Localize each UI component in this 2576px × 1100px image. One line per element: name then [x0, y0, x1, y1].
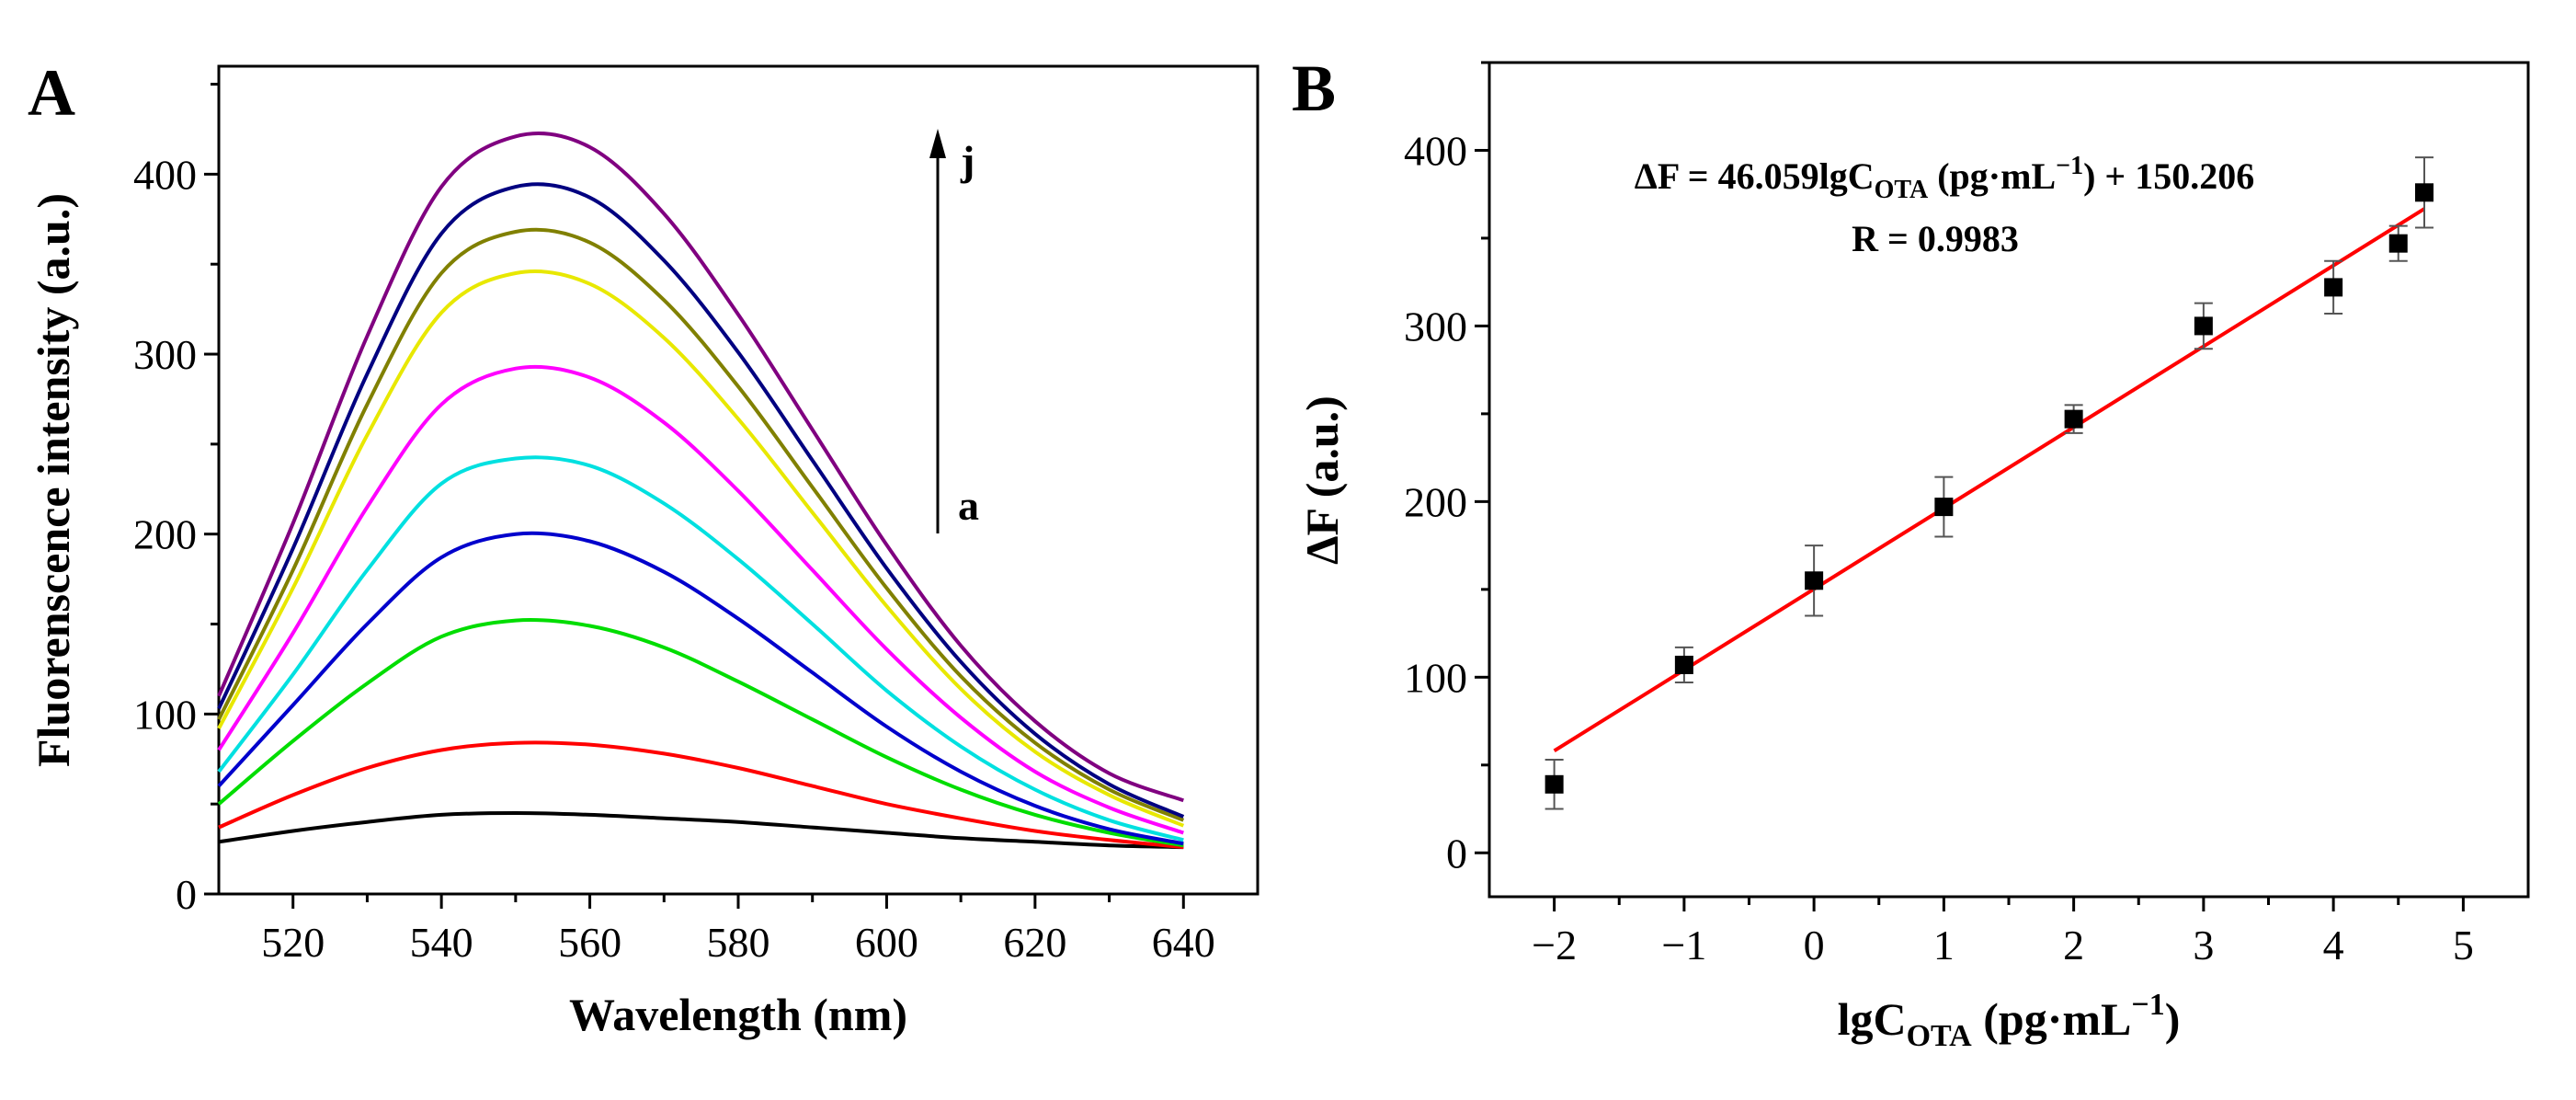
- equation-suffix: ) + 150.206: [2083, 155, 2254, 197]
- spectrum-line-h: [217, 227, 1185, 822]
- x-tick-label: 620: [1003, 919, 1066, 966]
- panel-a-ticks: 520 540 560 580 600 620 640 0 100 200 300 400: [133, 83, 1215, 966]
- x-tick-label: 4: [2323, 922, 2344, 968]
- panel-b-fit: [1553, 207, 2426, 753]
- x-tick-label: 1: [1933, 922, 1955, 968]
- x-title-superscript: −1: [2131, 988, 2164, 1022]
- data-point: [2324, 278, 2343, 297]
- data-point: [1934, 498, 1954, 517]
- data-point: [1674, 655, 1693, 674]
- panel-b-ticks: −2 −1 0 1 2 3 4 5 0 100 200 300 400: [1404, 61, 2474, 968]
- equation-prefix: ΔF = 46.059lgC: [1635, 155, 1875, 197]
- panel-a-x-axis-title: Wavelength (nm): [569, 989, 907, 1040]
- x-title-close: ): [2165, 993, 2181, 1045]
- spectrum-line-c: [217, 618, 1184, 848]
- arrow-label-j: j: [960, 137, 975, 184]
- y-tick-label: 300: [133, 331, 197, 378]
- x-tick-label: 580: [707, 919, 770, 966]
- y-tick-label: 200: [1404, 478, 1467, 525]
- panel-b-x-axis-title: lgCOTA (pg·mL−1): [1838, 988, 2181, 1053]
- equation-superscript: −1: [2056, 152, 2083, 180]
- data-point: [2064, 409, 2083, 429]
- spectrum-line-i: [217, 182, 1185, 819]
- data-point: [2415, 183, 2434, 202]
- panel-a-label: A: [28, 56, 75, 130]
- x-tick-label: 2: [2063, 922, 2084, 968]
- y-tick-label: 100: [1404, 654, 1467, 701]
- x-title-main: lgC: [1838, 993, 1907, 1045]
- linear-fit-line: [1553, 207, 2426, 753]
- x-tick-label: 560: [558, 919, 621, 966]
- spectrum-line-a: [218, 810, 1184, 850]
- panel-a-y-axis-title: Fluorenscence intensity (a.u.): [28, 193, 79, 767]
- x-tick-label: 5: [2453, 922, 2474, 968]
- panel-b: B −2 −1 0 1 2 3 4 5 0 100 200 300 400 ΔF = 46.059lgC…: [1292, 52, 2530, 1053]
- equation-mid: (pg·mL: [1928, 155, 2056, 197]
- x-tick-label: 520: [261, 919, 325, 966]
- panel-a: A 520 540 560 580 600 620 640 0 100 200 300 400 j a…: [28, 56, 1260, 1040]
- data-point: [1805, 571, 1824, 590]
- y-tick-label: 200: [133, 511, 197, 558]
- y-tick-label: 400: [133, 151, 197, 198]
- spectrum-line-d: [217, 531, 1184, 846]
- x-tick-label: 600: [855, 919, 918, 966]
- spectrum-line-j: [217, 132, 1184, 803]
- x-tick-label: 3: [2193, 922, 2214, 968]
- equation-subscript: OTA: [1875, 176, 1929, 204]
- y-tick-label: 100: [133, 691, 197, 738]
- arrow-label-a: a: [958, 482, 979, 529]
- y-tick-label: 0: [176, 871, 197, 918]
- y-tick-label: 0: [1446, 830, 1467, 877]
- x-title-rest: (pg·mL: [1972, 993, 2132, 1045]
- data-point: [1544, 774, 1564, 794]
- panel-b-label: B: [1292, 52, 1336, 125]
- panel-a-series: [217, 132, 1185, 850]
- spectrum-line-b: [218, 740, 1184, 850]
- panel-b-y-axis-title: ΔF (a.u.): [1296, 395, 1348, 565]
- x-tick-label: 540: [410, 919, 473, 966]
- spectrum-line-e: [217, 455, 1184, 842]
- x-tick-label: −1: [1661, 922, 1706, 968]
- data-point: [2194, 316, 2213, 336]
- correlation-coefficient: R = 0.9983: [1852, 218, 2019, 259]
- panel-b-points: [1544, 156, 2434, 810]
- x-tick-label: −2: [1532, 922, 1577, 968]
- spectrum-line-g: [217, 269, 1185, 828]
- concentration-arrow-head: [929, 129, 946, 158]
- spectrum-line-f: [217, 364, 1184, 835]
- x-tick-label: 0: [1804, 922, 1825, 968]
- y-tick-label: 400: [1404, 127, 1467, 174]
- data-point: [2388, 234, 2408, 253]
- x-title-subscript: OTA: [1907, 1019, 1973, 1053]
- regression-equation: ΔF = 46.059lgCOTA (pg·mL−1) + 150.206: [1635, 152, 2254, 204]
- x-tick-label: 640: [1152, 919, 1215, 966]
- y-tick-label: 300: [1404, 303, 1467, 349]
